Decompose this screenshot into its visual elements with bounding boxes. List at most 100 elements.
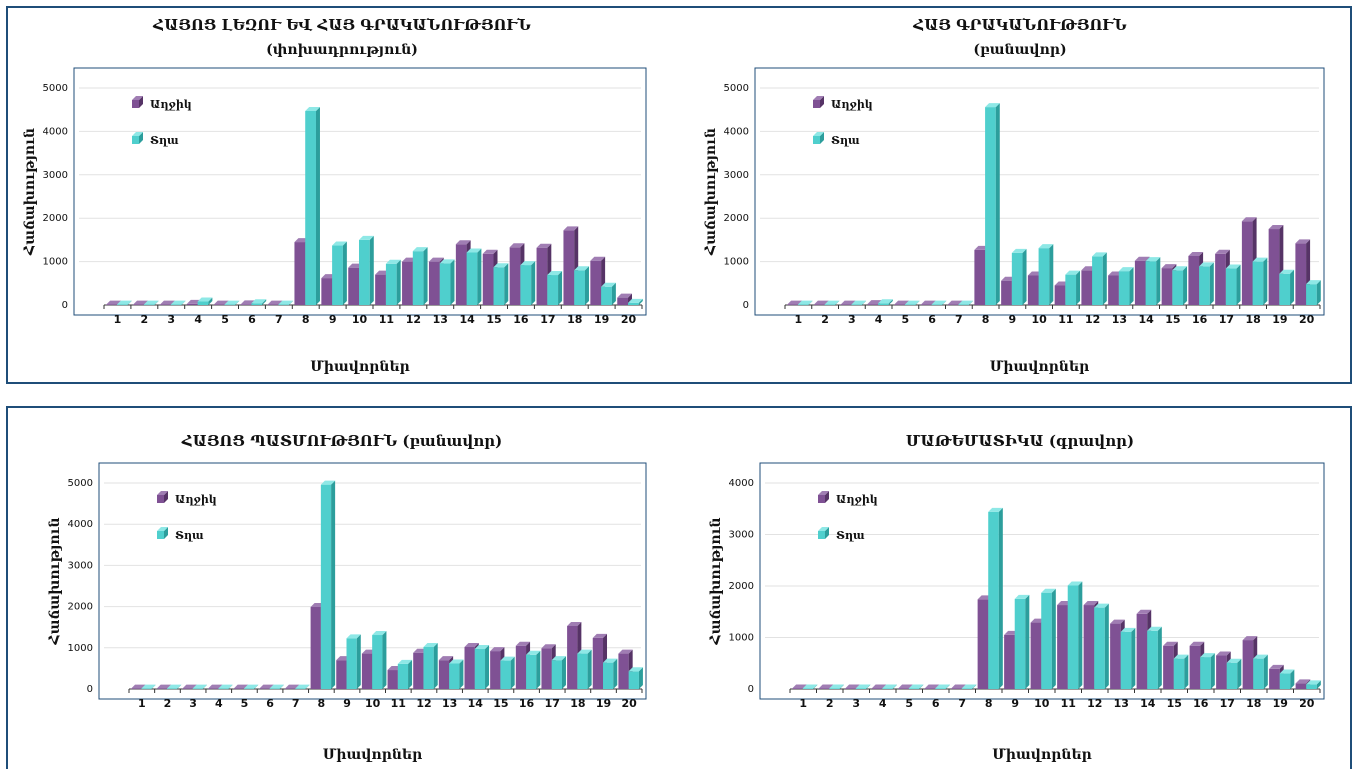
y-tick-label: 0 xyxy=(87,684,93,695)
bar-boys xyxy=(908,684,924,689)
y-tick-label: 0 xyxy=(743,300,749,311)
x-tick-label: 20 xyxy=(1299,313,1315,326)
x-tick-label: 16 xyxy=(513,313,529,326)
bar-boys xyxy=(278,300,294,306)
x-tick-label: 1 xyxy=(799,697,807,710)
bar-boys xyxy=(493,263,509,305)
legend: Աղջիկ Տղա xyxy=(813,96,873,147)
bar-boys xyxy=(1200,653,1215,689)
bar-boys xyxy=(551,656,566,689)
y-tick-label: 4000 xyxy=(68,519,93,530)
x-tick-label: 4 xyxy=(215,697,223,710)
x-tick-label: 17 xyxy=(540,313,555,326)
x-tick-label: 16 xyxy=(519,697,535,710)
y-tick-label: 5000 xyxy=(68,478,93,489)
x-tick-label: 14 xyxy=(468,697,484,710)
y-tick-label: 5000 xyxy=(43,83,68,94)
x-tick-label: 9 xyxy=(1011,697,1019,710)
bar-boys xyxy=(1118,267,1134,305)
x-tick-label: 10 xyxy=(1034,697,1050,710)
bar-boys xyxy=(1226,658,1242,689)
bar-boys xyxy=(1306,680,1321,689)
chart-title: ՀԱՅ ԳՐԱԿԱՆՈՒԹՅՈՒՆ xyxy=(912,16,1127,34)
x-tick-label: 1 xyxy=(138,697,146,710)
bar-boys xyxy=(141,684,156,690)
bar-boys xyxy=(574,266,589,305)
bars xyxy=(787,103,1321,306)
bar-boys xyxy=(1199,262,1214,305)
bar-boys xyxy=(143,300,159,306)
x-tick-label: 7 xyxy=(275,313,283,326)
x-tick-label: 9 xyxy=(343,697,351,710)
x-tick-label: 3 xyxy=(167,313,175,326)
x-tick-label: 2 xyxy=(826,697,834,710)
bar-boys xyxy=(1225,264,1241,305)
x-tick-label: 13 xyxy=(1114,697,1129,710)
x-tick-label: 5 xyxy=(241,697,249,710)
bar-boys xyxy=(961,684,977,689)
bar-boys xyxy=(601,282,616,305)
x-tick-label: 19 xyxy=(1273,697,1288,710)
bar-boys xyxy=(305,107,320,305)
bar-boys xyxy=(829,684,844,689)
y-tick-label: 0 xyxy=(748,684,754,695)
bar-boys xyxy=(449,659,464,689)
x-tick-label: 6 xyxy=(266,697,274,710)
x-tick-label: 18 xyxy=(570,697,585,710)
x-tick-label: 17 xyxy=(1219,313,1234,326)
chart-armenian-literature-oral: ՀԱՅ ԳՐԱԿԱՆՈՒԹՅՈՒՆ (բանավոր) 0 1000 2000 3000 4… xyxy=(690,10,1350,380)
bar-boys xyxy=(359,235,374,305)
chart-svg: ՀԱՅՈՑ ՊԱՏՄՈՒԹՅՈՒՆ (բանավոր) 0 1000 2000 3000… xyxy=(47,432,647,763)
bar-boys xyxy=(1252,257,1268,305)
x-tick-label: 14 xyxy=(459,313,475,326)
legend: Աղջիկ Տղա xyxy=(818,491,878,542)
legend-swatch-girls xyxy=(157,491,168,503)
chart-armenian-history-oral: ՀԱՅՈՑ ՊԱՏՄՈՒԹՅՈՒՆ (բանավոր) 0 1000 2000 3000… xyxy=(12,410,672,769)
x-tick-label: 7 xyxy=(955,313,963,326)
bar-boys xyxy=(116,300,132,306)
y-tick-label: 2000 xyxy=(729,581,754,592)
legend-label-girls: Աղջիկ xyxy=(831,98,873,111)
x-tick-label: 10 xyxy=(365,697,381,710)
x-tick-label: 6 xyxy=(248,313,256,326)
legend-label-girls: Աղջիկ xyxy=(836,493,878,506)
x-tick-label: 8 xyxy=(982,313,990,326)
bar-boys xyxy=(1120,627,1136,689)
x-tick-label: 17 xyxy=(1220,697,1235,710)
chart-armenian-language-literature: ՀԱՅՈՑ ԼԵԶՈՒ ԵՎ ՀԱՅ ԳՐԱԿԱՆՈՒԹՅՈՒՆ (փոխադրո… xyxy=(12,10,672,380)
x-tick-label: 1 xyxy=(114,313,122,326)
legend-label-girls: Աղջիկ xyxy=(150,98,192,111)
x-tick-label: 1 xyxy=(795,313,803,326)
bar-boys xyxy=(1253,654,1268,689)
chart-svg: ՀԱՅՈՑ ԼԵԶՈՒ ԵՎ ՀԱՅ ԳՐԱԿԱՆՈՒԹՅՈՒՆ (փոխադրո… xyxy=(22,16,647,375)
x-axis-title: Միավորներ xyxy=(310,359,410,375)
bar-boys xyxy=(802,684,818,689)
legend: Աղջիկ Տղա xyxy=(132,96,192,147)
legend-swatch-girls xyxy=(132,96,143,108)
y-axis-title: Հաճախություն xyxy=(703,128,719,256)
x-axis-title: Միավորներ xyxy=(323,747,423,763)
bar-boys xyxy=(526,650,541,689)
x-tick-label: 5 xyxy=(905,697,913,710)
bar-boys xyxy=(958,300,974,306)
y-axis-title: Հաճախություն xyxy=(47,517,63,645)
bar-boys xyxy=(346,634,361,689)
y-tick-label: 4000 xyxy=(724,126,749,137)
x-tick-label: 11 xyxy=(391,697,406,710)
x-tick-label: 2 xyxy=(821,313,829,326)
x-tick-label: 16 xyxy=(1193,697,1209,710)
bar-boys xyxy=(192,684,207,690)
chart-title: ՀԱՅՈՑ ՊԱՏՄՈՒԹՅՈՒՆ (բանավոր) xyxy=(181,432,503,450)
legend-swatch-girls xyxy=(818,491,829,503)
bar-boys xyxy=(170,300,186,306)
x-tick-label: 16 xyxy=(1192,313,1208,326)
x-tick-label: 4 xyxy=(194,313,202,326)
y-tick-label: 4000 xyxy=(43,126,68,137)
y-axis-title: Հաճախություն xyxy=(708,517,724,645)
chart-subtitle: (փոխադրություն) xyxy=(266,42,418,58)
x-tick-label: 7 xyxy=(292,697,300,710)
bar-boys xyxy=(878,299,893,305)
x-tick-label: 8 xyxy=(318,697,326,710)
y-tick-label: 2000 xyxy=(724,213,749,224)
bar-boys xyxy=(824,300,840,306)
